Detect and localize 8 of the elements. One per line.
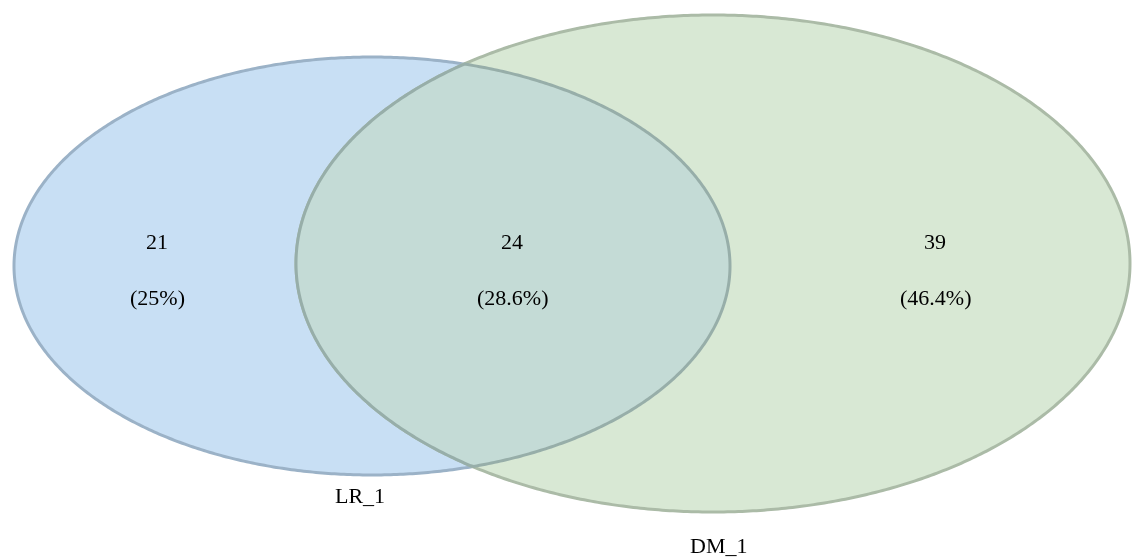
category-label: DM_1 bbox=[690, 533, 748, 558]
category-label: LR_1 bbox=[335, 483, 386, 508]
data-label: 21 bbox=[146, 228, 168, 254]
text: (25%) bbox=[130, 285, 185, 310]
data-label: 39 bbox=[924, 228, 946, 254]
text: (28.6%) bbox=[477, 285, 549, 310]
data-label: 24 bbox=[501, 228, 523, 254]
text: (46.4%) bbox=[900, 285, 972, 310]
